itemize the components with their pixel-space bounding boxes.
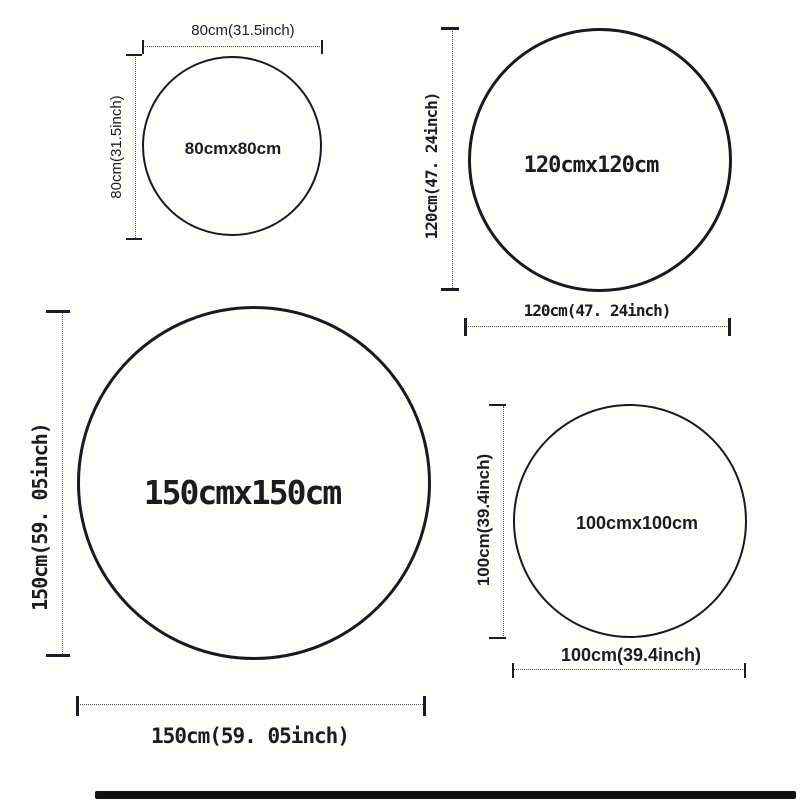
height-dimension-line-80cm <box>135 55 136 240</box>
height-dimension-label-100cm: 100cm(39.4inch) <box>474 453 493 587</box>
bottom-progress-bar <box>95 791 796 799</box>
rug-circle-120cm <box>468 28 732 292</box>
width-dimension-line-80cm <box>143 46 322 47</box>
dimension-tick <box>489 637 506 639</box>
dimension-tick <box>464 318 467 336</box>
height-dimension-label-120cm: 120cm(47. 24inch) <box>421 92 441 240</box>
width-dimension-line-100cm <box>513 669 745 670</box>
rug-circle-100cm <box>513 404 747 638</box>
height-dimension-label-80cm: 80cm(31.5inch) <box>107 95 125 199</box>
height-dimension-line-150cm <box>62 312 63 656</box>
dimension-tick <box>512 663 514 678</box>
height-dimension-line-100cm <box>503 406 504 638</box>
size-label-100cm: 100cmx100cm <box>575 512 699 533</box>
dimension-tick <box>46 654 70 657</box>
dimension-tick <box>126 54 142 56</box>
size-label-120cm: 120cmx120cm <box>523 152 660 178</box>
dimension-tick <box>489 404 506 406</box>
height-dimension-label-150cm: 150cm(59. 05inch) <box>28 423 52 611</box>
dimension-tick <box>744 663 746 678</box>
width-dimension-line-120cm <box>465 326 729 327</box>
rug-circle-150cm <box>77 306 431 660</box>
dimension-tick <box>46 310 70 313</box>
dimension-tick <box>728 318 731 336</box>
size-label-150cm: 150cmx150cm <box>143 472 343 512</box>
width-dimension-label-100cm: 100cm(39.4inch) <box>560 644 702 665</box>
dimension-tick <box>76 696 79 716</box>
dimension-tick <box>126 238 142 240</box>
dimension-tick <box>321 40 323 54</box>
dimension-tick <box>441 27 459 30</box>
dimension-tick <box>441 288 459 291</box>
width-dimension-label-120cm: 120cm(47. 24inch) <box>523 300 672 320</box>
dimension-tick <box>423 696 426 716</box>
width-dimension-label-80cm: 80cm(31.5inch) <box>191 21 295 39</box>
width-dimension-line-150cm <box>78 704 425 705</box>
width-dimension-label-150cm: 150cm(59. 05inch) <box>151 724 350 748</box>
dimension-tick <box>142 40 144 54</box>
rug-circle-80cm <box>142 56 322 236</box>
size-label-80cm: 80cmx80cm <box>184 139 282 158</box>
height-dimension-line-120cm <box>452 28 453 290</box>
